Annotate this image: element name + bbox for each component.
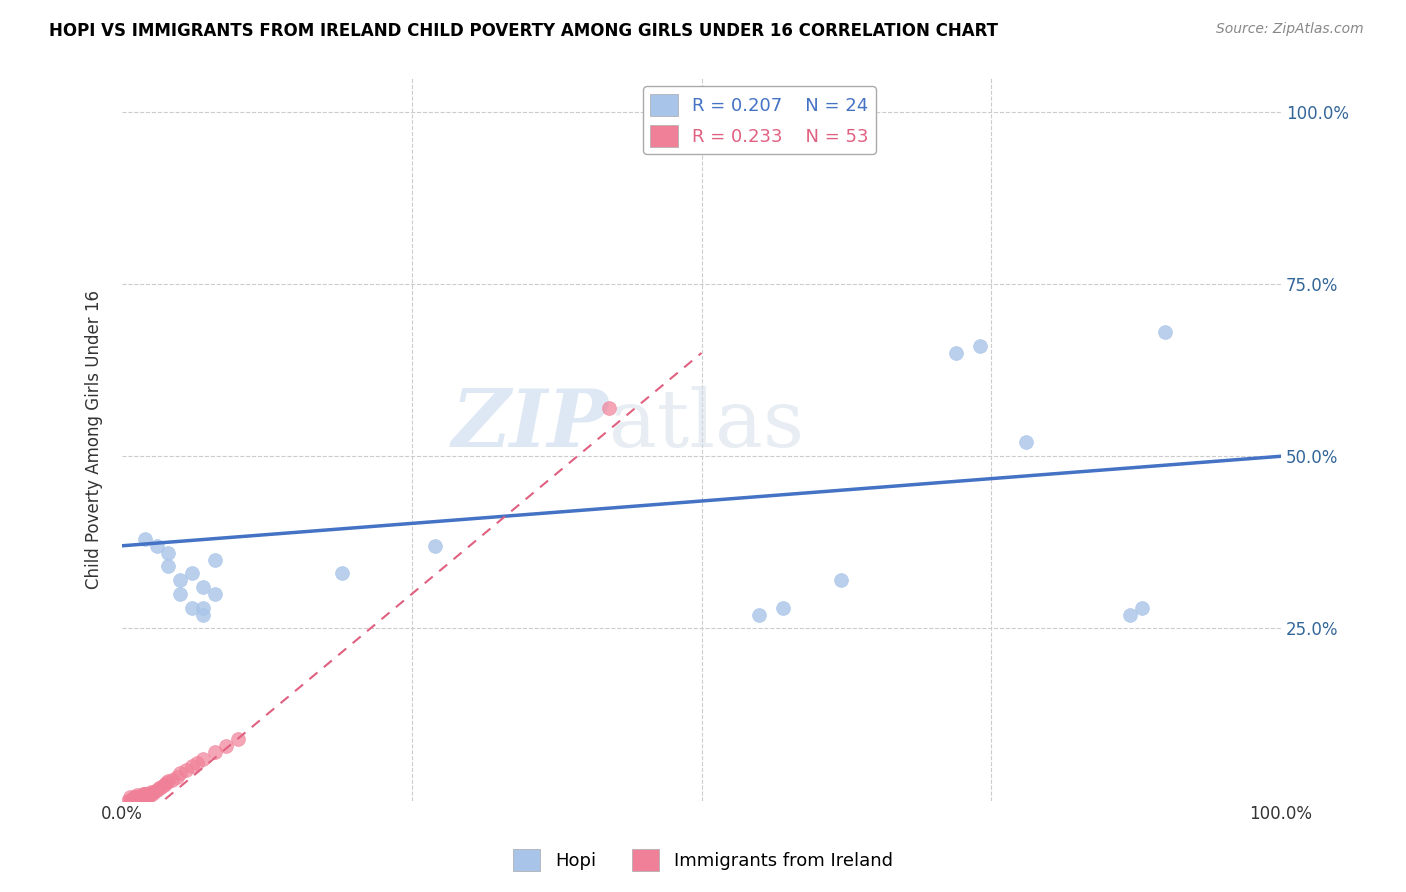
Point [180,759,202,773]
Point [127,790,149,805]
Point [136,787,159,801]
Point [129,789,152,804]
Point [139,787,162,801]
Point [120,790,142,805]
Point [120,794,142,808]
Point [125,794,148,808]
Point [146,539,169,553]
Point [1119,607,1142,622]
Point [132,790,155,805]
Legend: Hopi, Immigrants from Ireland: Hopi, Immigrants from Ireland [506,842,900,879]
Point [193,600,215,615]
Point [204,587,226,601]
Point [136,790,159,805]
Point [128,790,150,805]
Point [423,539,446,553]
Text: Source: ZipAtlas.com: Source: ZipAtlas.com [1216,22,1364,37]
Point [180,566,202,581]
Point [131,794,153,808]
Point [124,790,146,805]
Point [128,794,150,808]
Point [169,766,191,780]
Point [174,763,197,777]
Point [129,794,152,808]
Point [215,739,238,753]
Point [135,788,157,802]
Point [193,580,215,594]
Point [124,794,146,808]
Point [157,559,180,574]
Point [131,789,153,804]
Point [166,770,188,784]
Point [1015,435,1038,450]
Point [127,794,149,808]
Point [121,791,143,805]
Point [134,532,156,546]
Point [122,794,145,808]
Point [969,339,991,353]
Point [146,783,169,797]
Point [132,790,155,805]
Point [139,785,162,799]
Point [186,756,208,770]
Point [127,788,149,802]
Point [1130,600,1153,615]
Point [598,401,620,415]
Point [152,779,174,793]
Point [945,346,967,360]
Y-axis label: Child Poverty Among Girls Under 16: Child Poverty Among Girls Under 16 [86,290,103,589]
Text: ZIP: ZIP [451,386,609,463]
Point [193,607,215,622]
Point [772,600,794,615]
Text: atlas: atlas [609,385,804,464]
Point [134,787,156,801]
Point [748,607,770,622]
Point [155,776,177,790]
Point [330,566,353,581]
Point [132,787,155,801]
Point [169,587,191,601]
Point [830,573,852,587]
Point [169,573,191,587]
Point [127,794,149,808]
Text: HOPI VS IMMIGRANTS FROM IRELAND CHILD POVERTY AMONG GIRLS UNDER 16 CORRELATION C: HOPI VS IMMIGRANTS FROM IRELAND CHILD PO… [49,22,998,40]
Point [204,552,226,566]
Point [204,746,226,760]
Point [193,752,215,766]
Point [125,790,148,805]
Point [117,794,139,808]
Point [148,781,170,796]
Point [127,790,149,805]
Point [132,787,155,801]
Point [157,774,180,789]
Point [138,788,160,802]
Point [120,794,142,808]
Point [180,600,202,615]
Point [134,790,156,805]
Point [157,546,180,560]
Legend: R = 0.207    N = 24, R = 0.233    N = 53: R = 0.207 N = 24, R = 0.233 N = 53 [643,87,876,154]
Point [143,785,166,799]
Point [150,780,173,794]
Point [226,731,249,746]
Point [141,787,163,801]
Point [122,790,145,805]
Point [160,772,183,787]
Point [1154,326,1177,340]
